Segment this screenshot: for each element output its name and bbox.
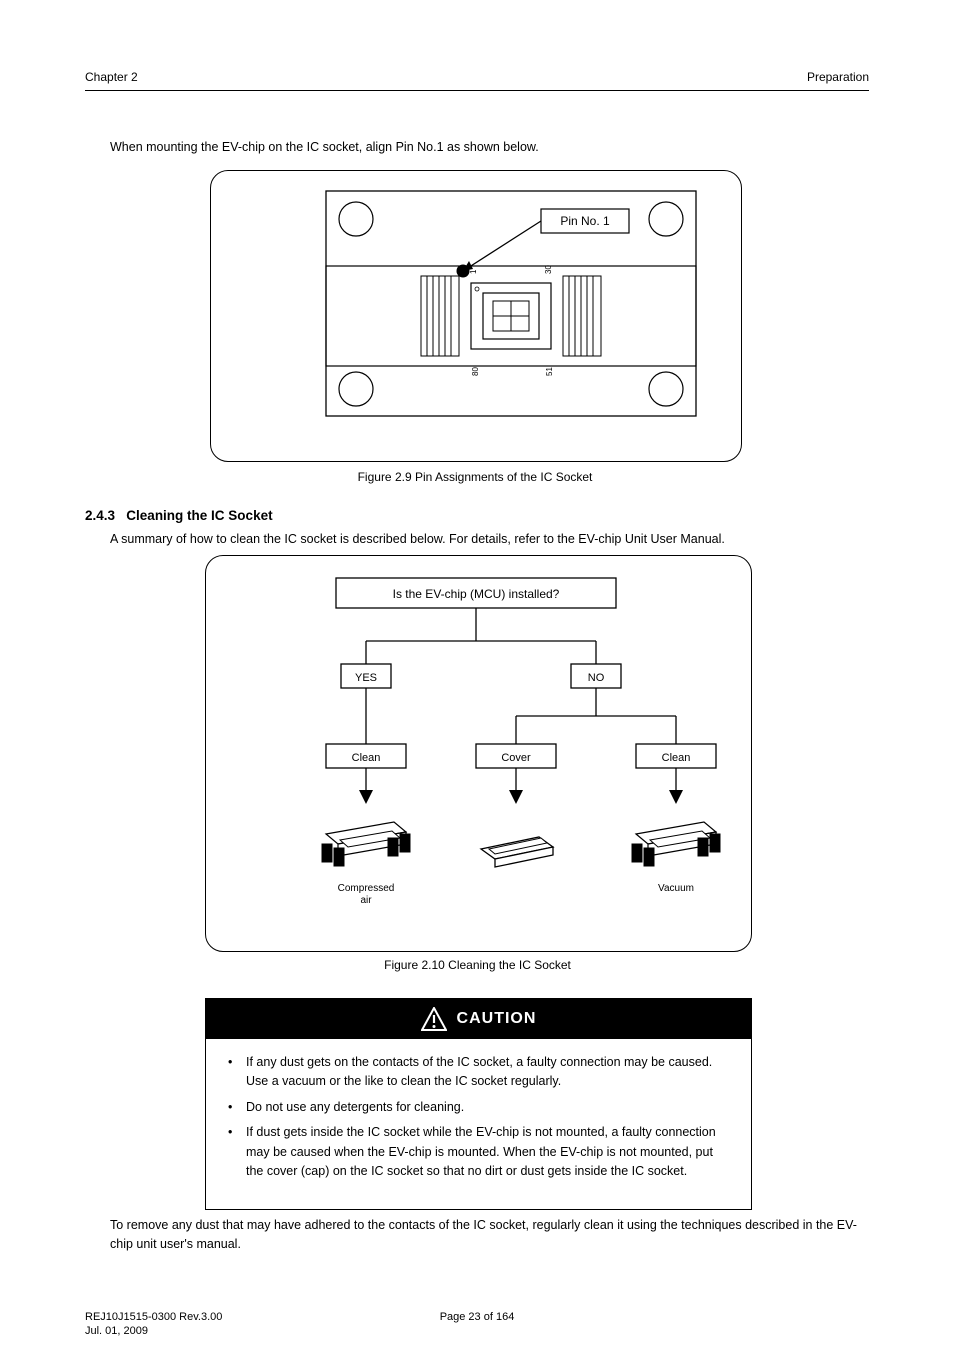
caution-item-text: If dust gets inside the IC socket while … (246, 1123, 729, 1181)
flow-leaf-right: Clean (662, 752, 691, 764)
section-intro: A summary of how to clean the IC socket … (110, 530, 864, 549)
flow-left-caption1: Compressed (338, 883, 395, 894)
pin-label-br: 51 (545, 367, 554, 376)
caution-body: • If any dust gets on the contacts of th… (206, 1039, 751, 1209)
footer-page: Page 23 of 164 (0, 1311, 954, 1323)
flow-root: Is the EV-chip (MCU) installed? (393, 587, 560, 601)
chapter-label-right: Preparation (807, 70, 869, 84)
pin-label-tr: 30 (544, 265, 553, 274)
caution-item: • If any dust gets on the contacts of th… (228, 1053, 729, 1092)
chapter-label-left: Chapter 2 (85, 70, 138, 84)
figure-1-caption: Figure 2.9 Pin Assignments of the IC Soc… (210, 470, 740, 484)
section-title: Cleaning the IC Socket (126, 508, 272, 523)
figure-2-frame: Is the EV-chip (MCU) installed? YES NO C… (205, 555, 752, 952)
pin-label-tl: 1 (469, 269, 478, 274)
section-number: 2.4.3 (85, 508, 115, 523)
caution-box: CAUTION • If any dust gets on the contac… (205, 998, 752, 1210)
caution-item: • If dust gets inside the IC socket whil… (228, 1123, 729, 1181)
figure-1-frame: 1 30 80 51 Pin No. 1 (210, 170, 742, 462)
fig1-intro: When mounting the EV-chip on the IC sock… (110, 140, 539, 154)
pin-label-bl: 80 (471, 367, 480, 376)
figure-2-svg: Is the EV-chip (MCU) installed? YES NO C… (206, 556, 751, 951)
caution-header: CAUTION (206, 999, 751, 1039)
page: Chapter 2 Preparation When mounting the … (0, 0, 954, 1351)
section-para2: To remove any dust that may have adhered… (110, 1216, 864, 1255)
footer-date: Jul. 01, 2009 (85, 1325, 148, 1337)
caution-item-text: If any dust gets on the contacts of the … (246, 1053, 729, 1092)
flow-leaf-mid: Cover (501, 752, 531, 764)
section-heading: 2.4.3 Cleaning the IC Socket (85, 508, 273, 523)
header-rule (85, 90, 869, 91)
figure-1-svg: 1 30 80 51 Pin No. 1 (211, 171, 741, 461)
flow-leaf-left: Clean (352, 752, 381, 764)
warning-icon (421, 1007, 447, 1031)
flow-left-caption2: air (360, 895, 372, 906)
pin1-label: Pin No. 1 (560, 214, 610, 228)
flow-right-caption: Vacuum (658, 883, 694, 894)
caution-item-text: Do not use any detergents for cleaning. (246, 1098, 464, 1117)
caution-title: CAUTION (457, 1010, 537, 1028)
flow-no: NO (588, 672, 605, 684)
flow-yes: YES (355, 672, 377, 684)
figure-2-caption: Figure 2.10 Cleaning the IC Socket (205, 958, 750, 972)
caution-item: • Do not use any detergents for cleaning… (228, 1098, 729, 1117)
